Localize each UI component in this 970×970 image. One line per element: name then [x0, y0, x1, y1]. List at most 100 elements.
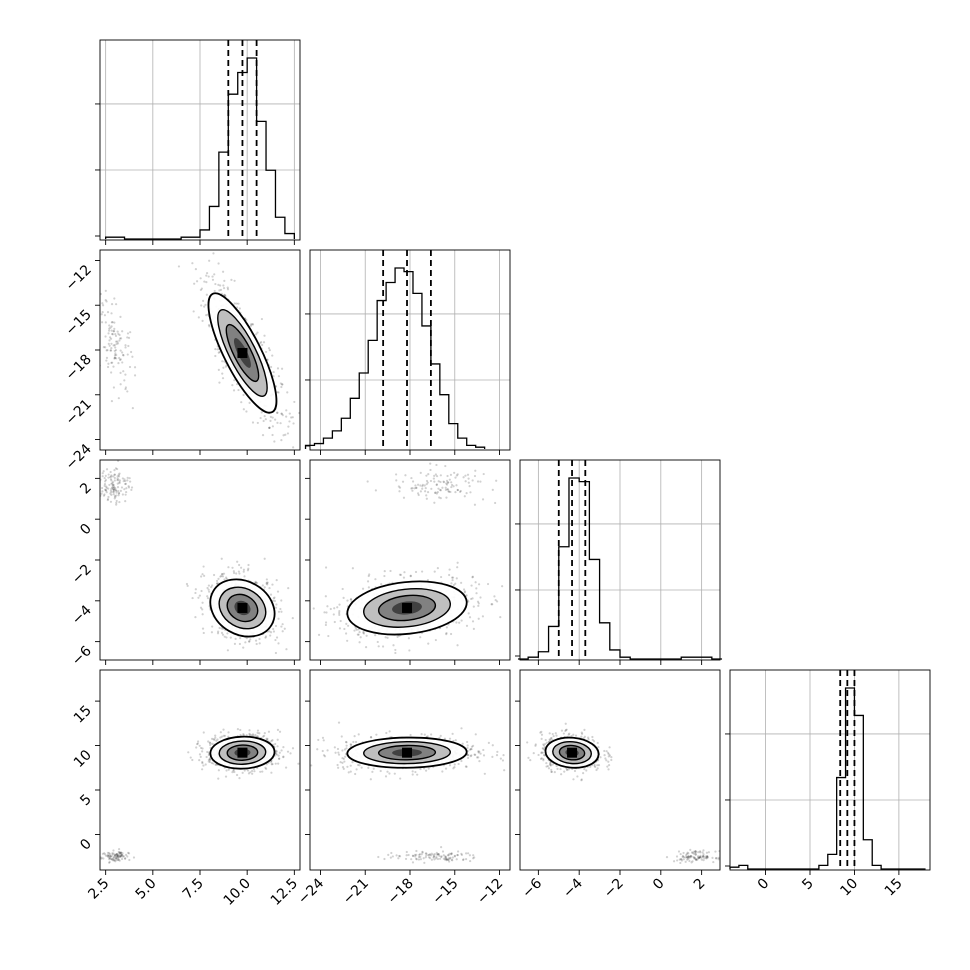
sample-point [425, 852, 428, 855]
sample-point [447, 857, 450, 860]
sample-point [465, 594, 468, 597]
sample-point [413, 487, 416, 490]
sample-point [242, 408, 245, 411]
sample-point [369, 736, 373, 739]
sample-point [425, 474, 428, 477]
sample-point [221, 573, 224, 576]
sample-point [261, 434, 265, 437]
joint-panel-1-3: −24 −21 −18 −15 −12 [295, 669, 511, 908]
sample-point [243, 575, 246, 578]
sample-point [560, 773, 563, 776]
sample-point [409, 733, 412, 737]
sample-point [279, 382, 282, 385]
sample-point [341, 756, 344, 760]
sample-point [112, 475, 115, 478]
y-tick-label: −6 [69, 643, 95, 669]
sample-point [237, 570, 240, 573]
sample-point [443, 858, 447, 861]
sample-point [254, 580, 257, 583]
sample-point [124, 373, 127, 376]
sample-point [467, 852, 470, 855]
sample-point [120, 851, 123, 854]
y-tick-label: −12 [63, 262, 95, 294]
sample-point [479, 596, 482, 599]
sample-point [129, 480, 132, 483]
sample-point [438, 496, 441, 499]
sample-point [462, 858, 465, 861]
sample-point [92, 341, 94, 343]
sample-point [549, 763, 552, 766]
sample-point [177, 265, 181, 268]
sample-point [436, 853, 440, 856]
sample-point [482, 472, 485, 476]
sample-point [218, 289, 221, 292]
sample-point [354, 740, 358, 744]
sample-point [285, 648, 288, 651]
sample-point [121, 477, 124, 480]
sample-point [593, 764, 596, 768]
sample-point [436, 567, 439, 570]
sample-point [106, 365, 110, 369]
sample-point [447, 490, 450, 493]
y-tick-label: −21 [63, 396, 95, 428]
sample-point [123, 857, 127, 860]
sample-point [368, 573, 371, 576]
sample-point [384, 775, 388, 778]
sample-point [220, 557, 223, 560]
sample-point [411, 854, 415, 857]
joint-3-frame [99, 669, 301, 871]
sample-point [432, 855, 436, 858]
sample-point [245, 410, 248, 413]
sample-point [450, 485, 453, 489]
sample-point [116, 855, 119, 858]
sample-point [336, 747, 340, 751]
sample-point [260, 340, 263, 344]
sample-point [130, 486, 134, 489]
sample-point [333, 607, 336, 610]
sample-point [213, 273, 216, 276]
sample-point [218, 626, 221, 630]
sample-point [540, 730, 543, 733]
sample-point [390, 851, 393, 855]
sample-point [277, 762, 280, 765]
sample-point [420, 853, 423, 856]
sample-point [587, 738, 590, 741]
sample-point [433, 570, 436, 573]
sample-point [346, 639, 349, 642]
sample-point [111, 482, 114, 485]
sample-point [194, 591, 197, 595]
sample-point [107, 853, 110, 857]
sample-point [114, 487, 117, 490]
sample-point [122, 354, 125, 357]
sample-point [478, 760, 481, 763]
sample-point [298, 411, 300, 415]
sample-point [439, 488, 442, 492]
sample-point [282, 756, 285, 759]
sample-point [211, 742, 214, 745]
sample-point [282, 434, 285, 437]
sample-point [251, 733, 255, 736]
sample-point [119, 337, 123, 340]
sample-point [248, 732, 251, 735]
sample-point [422, 857, 425, 860]
sample-point [359, 636, 362, 639]
sample-point [448, 764, 452, 767]
sample-point [116, 854, 119, 857]
sample-point [386, 770, 389, 773]
sample-point [227, 731, 230, 734]
sample-point [122, 480, 125, 483]
sample-point [118, 333, 121, 337]
sample-point [424, 852, 427, 855]
sample-point [483, 772, 486, 775]
sample-point [101, 302, 104, 305]
sample-point [608, 746, 611, 749]
sample-point [499, 757, 502, 760]
sample-point [346, 599, 349, 602]
sample-point [129, 331, 132, 334]
sample-point [119, 371, 122, 375]
sample-point [196, 742, 200, 745]
sample-point [253, 770, 256, 773]
sample-point [607, 755, 610, 758]
sample-point [196, 740, 200, 743]
sample-point [416, 773, 419, 776]
